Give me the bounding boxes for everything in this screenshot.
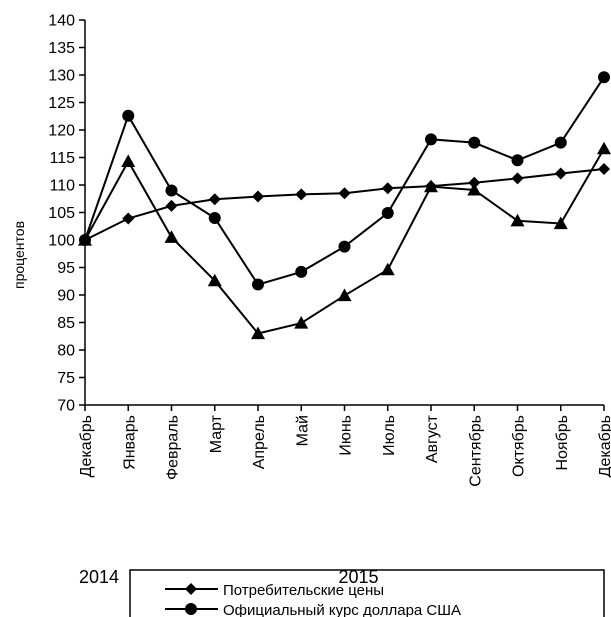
y-tick-label: 70 (57, 398, 75, 415)
data-point (598, 71, 610, 84)
y-tick-label: 90 (57, 288, 75, 305)
year-labels: 2014 2015 (79, 567, 379, 587)
data-point (207, 273, 222, 287)
data-point (597, 141, 611, 155)
x-tick-label: Сентябрь (467, 415, 484, 487)
series-line (84, 168, 605, 241)
legend-label: Потребительские цены (223, 582, 384, 599)
data-point (164, 230, 179, 243)
y-tick-label: 140 (48, 13, 75, 30)
data-point (381, 207, 394, 220)
data-point (122, 109, 135, 122)
y-tick-label: 135 (48, 40, 75, 57)
data-point (598, 163, 610, 176)
x-tick-label: Октябрь (511, 415, 528, 477)
data-point (294, 316, 309, 329)
data-point (122, 212, 135, 225)
data-point (511, 154, 524, 167)
data-point (252, 278, 264, 291)
y-tick-label: 105 (48, 205, 75, 222)
data-point (338, 240, 351, 253)
data-point (337, 288, 352, 302)
x-tick-label: Февраль (165, 415, 182, 480)
y-tick-label: 85 (57, 315, 75, 332)
data-point (338, 187, 351, 200)
data-point (121, 154, 136, 167)
data-point (510, 213, 525, 227)
data-point (251, 326, 265, 340)
y-tick-label: 95 (57, 260, 75, 277)
legend: Потребительские цены Официальный курс дол… (129, 569, 605, 617)
data-point (425, 133, 437, 146)
x-tick-label: Декабрь (597, 415, 611, 477)
series-layer (78, 71, 611, 340)
data-point (468, 136, 481, 149)
x-tick-label: Июль (381, 415, 398, 456)
x-tick-label: Апрель (251, 415, 268, 469)
data-point (554, 167, 567, 180)
x-tick-label: Декабрь (78, 415, 95, 477)
y-tick-label: 100 (48, 233, 75, 250)
data-point (185, 583, 197, 595)
year-label: 2014 (79, 567, 119, 587)
data-point (208, 193, 221, 206)
y-axis: 70 75 80 85 90 95 100 105 110 115 120 125 130 135 140 (48, 13, 86, 415)
x-tick-label: Март (208, 414, 225, 453)
data-point (208, 212, 221, 224)
y-tick-label: 120 (48, 123, 75, 140)
x-tick-label: Май (294, 415, 311, 446)
x-tick-label: Август (424, 414, 441, 463)
data-point (553, 216, 568, 230)
data-point (424, 179, 438, 193)
series-1 (79, 163, 610, 246)
x-tick-label: Январь (121, 415, 138, 470)
y-tick-label: 80 (57, 343, 75, 360)
data-point (295, 188, 308, 201)
y-tick-label: 110 (49, 178, 75, 195)
series-3 (78, 141, 611, 340)
y-tick-label: 125 (48, 95, 75, 112)
y-axis-title: процентов (11, 221, 27, 289)
data-point (554, 136, 567, 149)
data-point (380, 262, 395, 276)
y-tick-label: 75 (57, 370, 75, 387)
x-tick-label: Ноябрь (554, 415, 571, 471)
data-point (467, 182, 482, 196)
data-point (381, 182, 394, 195)
data-point (165, 199, 178, 212)
x-axis: Декабрь Январь Февраль Март Апрель Май Июнь Июл… (78, 404, 611, 487)
data-point (78, 233, 92, 246)
data-point (295, 265, 308, 278)
data-point (185, 603, 197, 615)
legend-label: Официальный курс доллара США (223, 602, 461, 617)
data-point (468, 176, 481, 189)
data-point (165, 184, 178, 197)
legend-box (129, 569, 605, 617)
series-line (84, 76, 605, 286)
series-2 (79, 71, 610, 291)
x-tick-label: Июнь (338, 415, 355, 456)
data-point (511, 172, 524, 185)
data-point (252, 190, 264, 203)
y-tick-label: 115 (49, 150, 75, 167)
year-label: 2015 (339, 567, 379, 587)
y-tick-label: 130 (48, 68, 75, 85)
